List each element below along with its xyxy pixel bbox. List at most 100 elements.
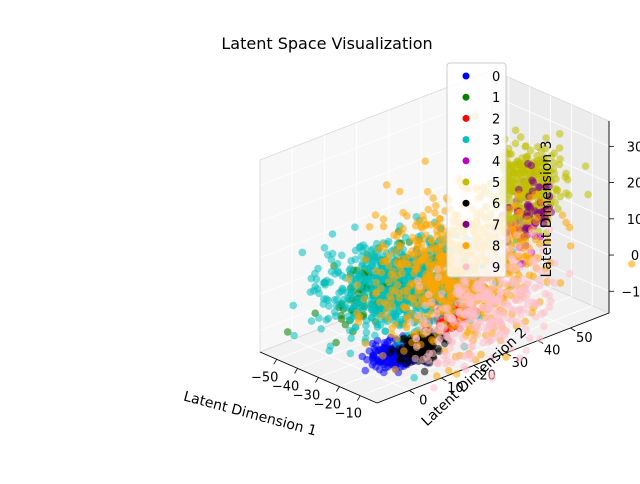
data-point <box>410 299 419 308</box>
data-point <box>467 354 476 363</box>
data-point <box>528 176 536 185</box>
data-point <box>526 334 534 342</box>
data-point <box>488 278 497 286</box>
data-point <box>523 202 532 211</box>
data-point <box>544 270 552 279</box>
data-point <box>523 215 532 223</box>
data-point <box>524 160 532 168</box>
data-point <box>536 335 544 344</box>
data-point <box>532 217 540 226</box>
data-point <box>411 354 420 363</box>
legend-item: 5 <box>462 176 500 191</box>
data-point <box>508 279 516 287</box>
data-point <box>337 311 345 320</box>
data-point <box>362 317 371 325</box>
data-point <box>627 260 636 268</box>
data-point <box>429 194 438 202</box>
data-point <box>361 255 370 264</box>
data-point <box>513 231 521 239</box>
y-tick-mark <box>409 390 415 394</box>
data-point <box>407 309 415 318</box>
data-point <box>411 222 420 230</box>
data-point <box>460 363 469 371</box>
data-point <box>440 351 448 360</box>
data-point <box>448 358 456 367</box>
data-point <box>508 316 516 325</box>
data-point <box>390 231 398 239</box>
data-point <box>393 334 401 343</box>
legend-label: 5 <box>492 176 500 191</box>
data-point <box>545 303 554 311</box>
data-point <box>344 275 353 283</box>
data-point <box>371 211 380 219</box>
data-point <box>434 359 443 367</box>
data-point <box>514 250 523 258</box>
data-point <box>356 270 365 279</box>
data-point <box>515 354 524 363</box>
data-point <box>529 272 537 281</box>
data-point <box>311 282 320 291</box>
data-point <box>465 298 474 307</box>
data-point <box>362 276 370 285</box>
data-point <box>338 272 346 280</box>
data-point <box>430 384 438 392</box>
data-point <box>514 242 522 251</box>
data-point <box>535 239 544 248</box>
data-point <box>365 223 374 231</box>
data-point <box>333 260 342 268</box>
data-point <box>290 331 298 340</box>
legend-marker <box>462 72 470 80</box>
data-point <box>380 244 388 252</box>
data-point <box>412 236 420 245</box>
data-point <box>538 208 546 216</box>
legend-label: 1 <box>492 91 500 106</box>
data-point <box>388 302 397 310</box>
legend-marker <box>462 136 470 144</box>
data-point <box>547 152 556 160</box>
data-point <box>322 316 331 324</box>
data-point <box>505 263 513 271</box>
data-point <box>544 208 553 217</box>
data-point <box>513 175 521 183</box>
y-tick-label: 10 <box>447 381 464 396</box>
data-point <box>562 189 570 197</box>
data-point <box>539 159 547 167</box>
data-point <box>526 146 535 155</box>
data-point <box>376 284 385 293</box>
data-point <box>395 241 404 250</box>
x-tick-label: −10 <box>335 407 362 422</box>
data-point <box>319 300 328 308</box>
data-point <box>345 294 354 303</box>
data-point <box>429 325 437 334</box>
data-point <box>383 338 392 346</box>
data-point <box>413 276 422 285</box>
data-point <box>369 353 377 362</box>
data-point <box>379 352 387 360</box>
data-point <box>506 245 515 253</box>
grid-line-z-back <box>491 94 610 147</box>
data-point <box>488 317 496 325</box>
data-point <box>545 292 553 300</box>
data-point <box>521 142 529 151</box>
data-point <box>451 330 459 338</box>
legend-marker <box>462 220 470 228</box>
legend-marker <box>462 178 470 186</box>
z-tick-label: 0 <box>631 249 639 264</box>
data-point <box>381 363 390 372</box>
data-point <box>507 150 515 158</box>
data-point <box>332 338 340 347</box>
x-tick-mark <box>356 395 361 401</box>
data-point <box>516 133 525 141</box>
grid-line-y-floor <box>292 339 410 391</box>
data-point <box>505 176 514 184</box>
data-point <box>519 294 527 302</box>
data-point <box>432 201 440 210</box>
y-tick-mark <box>473 365 479 369</box>
data-point <box>421 301 430 310</box>
data-point <box>522 325 530 334</box>
legend-marker <box>462 242 470 250</box>
data-point <box>383 256 392 265</box>
data-point <box>347 288 356 297</box>
data-point <box>463 292 472 301</box>
legend: 0 1 2 3 4 5 6 7 8 9 <box>446 62 507 278</box>
